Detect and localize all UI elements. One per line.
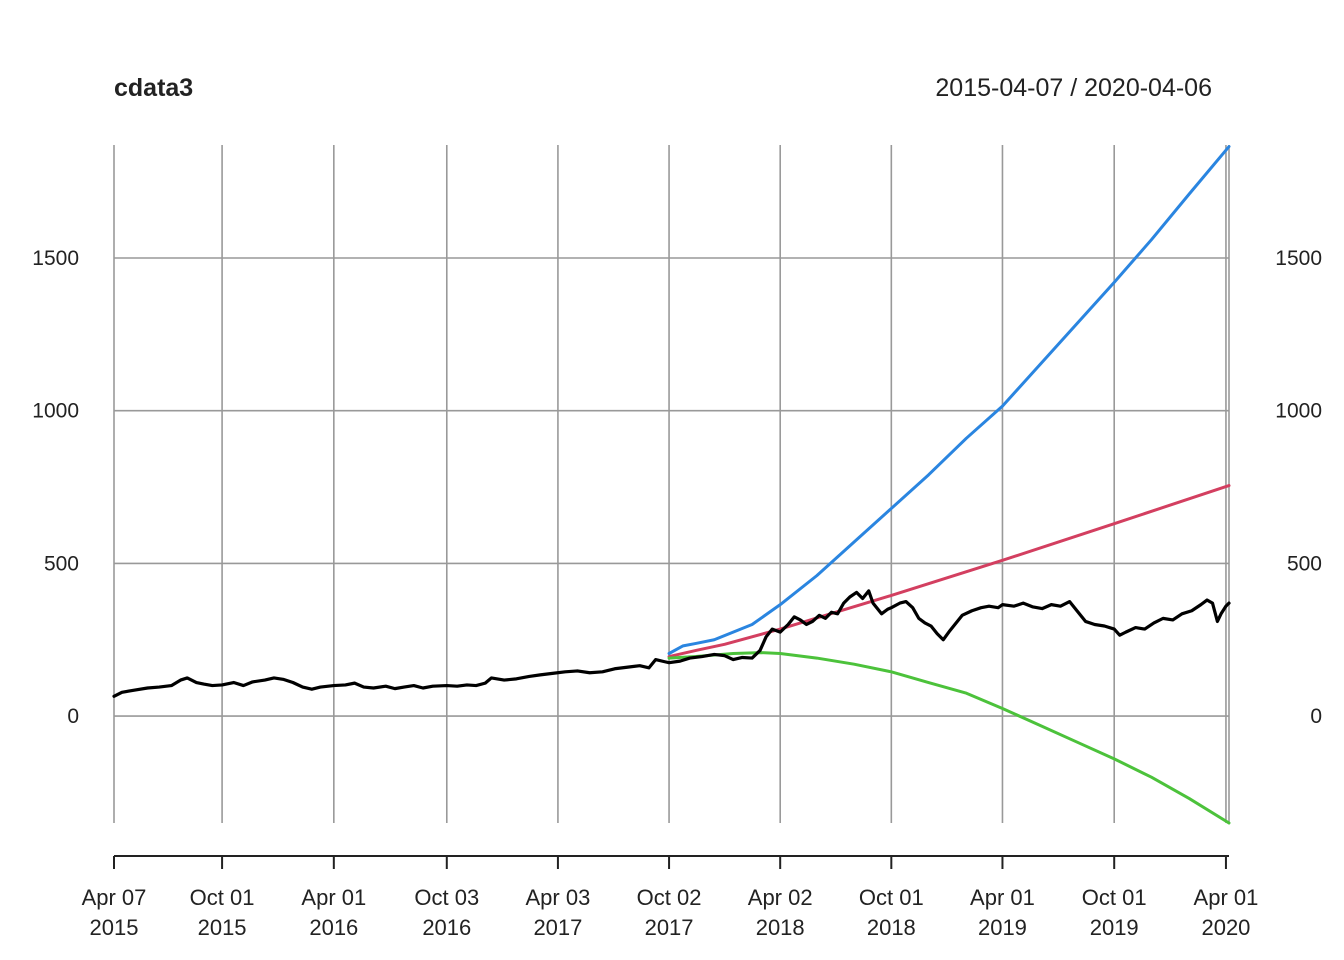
x-tick-label: Apr 02 (748, 885, 813, 910)
y-tick-label-right: 500 (1287, 552, 1322, 575)
x-tick-year-label: 2015 (198, 915, 247, 940)
y-tick-label-right: 0 (1310, 705, 1322, 728)
x-tick-label: Apr 03 (526, 885, 591, 910)
date-range-label: 2015-04-07 / 2020-04-06 (935, 74, 1212, 102)
x-tick-label: Oct 01 (190, 885, 255, 910)
series-lines (112, 145, 1231, 825)
x-tick-year-label: 2015 (90, 915, 139, 940)
y-tick-label-right: 1500 (1275, 247, 1322, 270)
y-tick-label-left: 1500 (32, 247, 79, 270)
x-tick-year-label: 2016 (422, 915, 471, 940)
x-tick-label: Oct 02 (637, 885, 702, 910)
x-tick-year-label: 2017 (533, 915, 582, 940)
x-tick-year-label: 2020 (1201, 915, 1250, 940)
series-line-2 (667, 145, 1231, 655)
x-tick-label: Apr 01 (301, 885, 366, 910)
y-tick-label-right: 1000 (1275, 400, 1322, 423)
x-tick-label: Oct 03 (414, 885, 479, 910)
x-tick-year-label: 2016 (309, 915, 358, 940)
x-tick-label: Apr 01 (1194, 885, 1259, 910)
y-tick-label-left: 500 (44, 552, 79, 575)
x-tick-label: Oct 01 (859, 885, 924, 910)
x-tick-year-label: 2019 (978, 915, 1027, 940)
x-axis: Apr 07 2015 Oct 01 2015 Apr 01 2016 Oct 03 2016… (82, 855, 1259, 940)
series-line-0 (112, 589, 1231, 698)
x-tick-year-label: 2018 (756, 915, 805, 940)
series-line-3 (667, 651, 1231, 825)
y-axis-tick-labels: 0 0 500 500 1000 1000 1500 1500 (32, 247, 1322, 728)
chart-title: cdata3 (114, 74, 193, 102)
x-tick-year-label: 2018 (867, 915, 916, 940)
y-tick-label-left: 0 (67, 705, 79, 728)
x-tick-label: Apr 01 (970, 885, 1035, 910)
x-tick-year-label: 2019 (1090, 915, 1139, 940)
x-tick-label: Apr 07 (82, 885, 147, 910)
x-tick-year-label: 2017 (645, 915, 694, 940)
y-tick-label-left: 1000 (32, 400, 79, 423)
x-tick-label: Oct 01 (1082, 885, 1147, 910)
grid (113, 145, 1230, 823)
